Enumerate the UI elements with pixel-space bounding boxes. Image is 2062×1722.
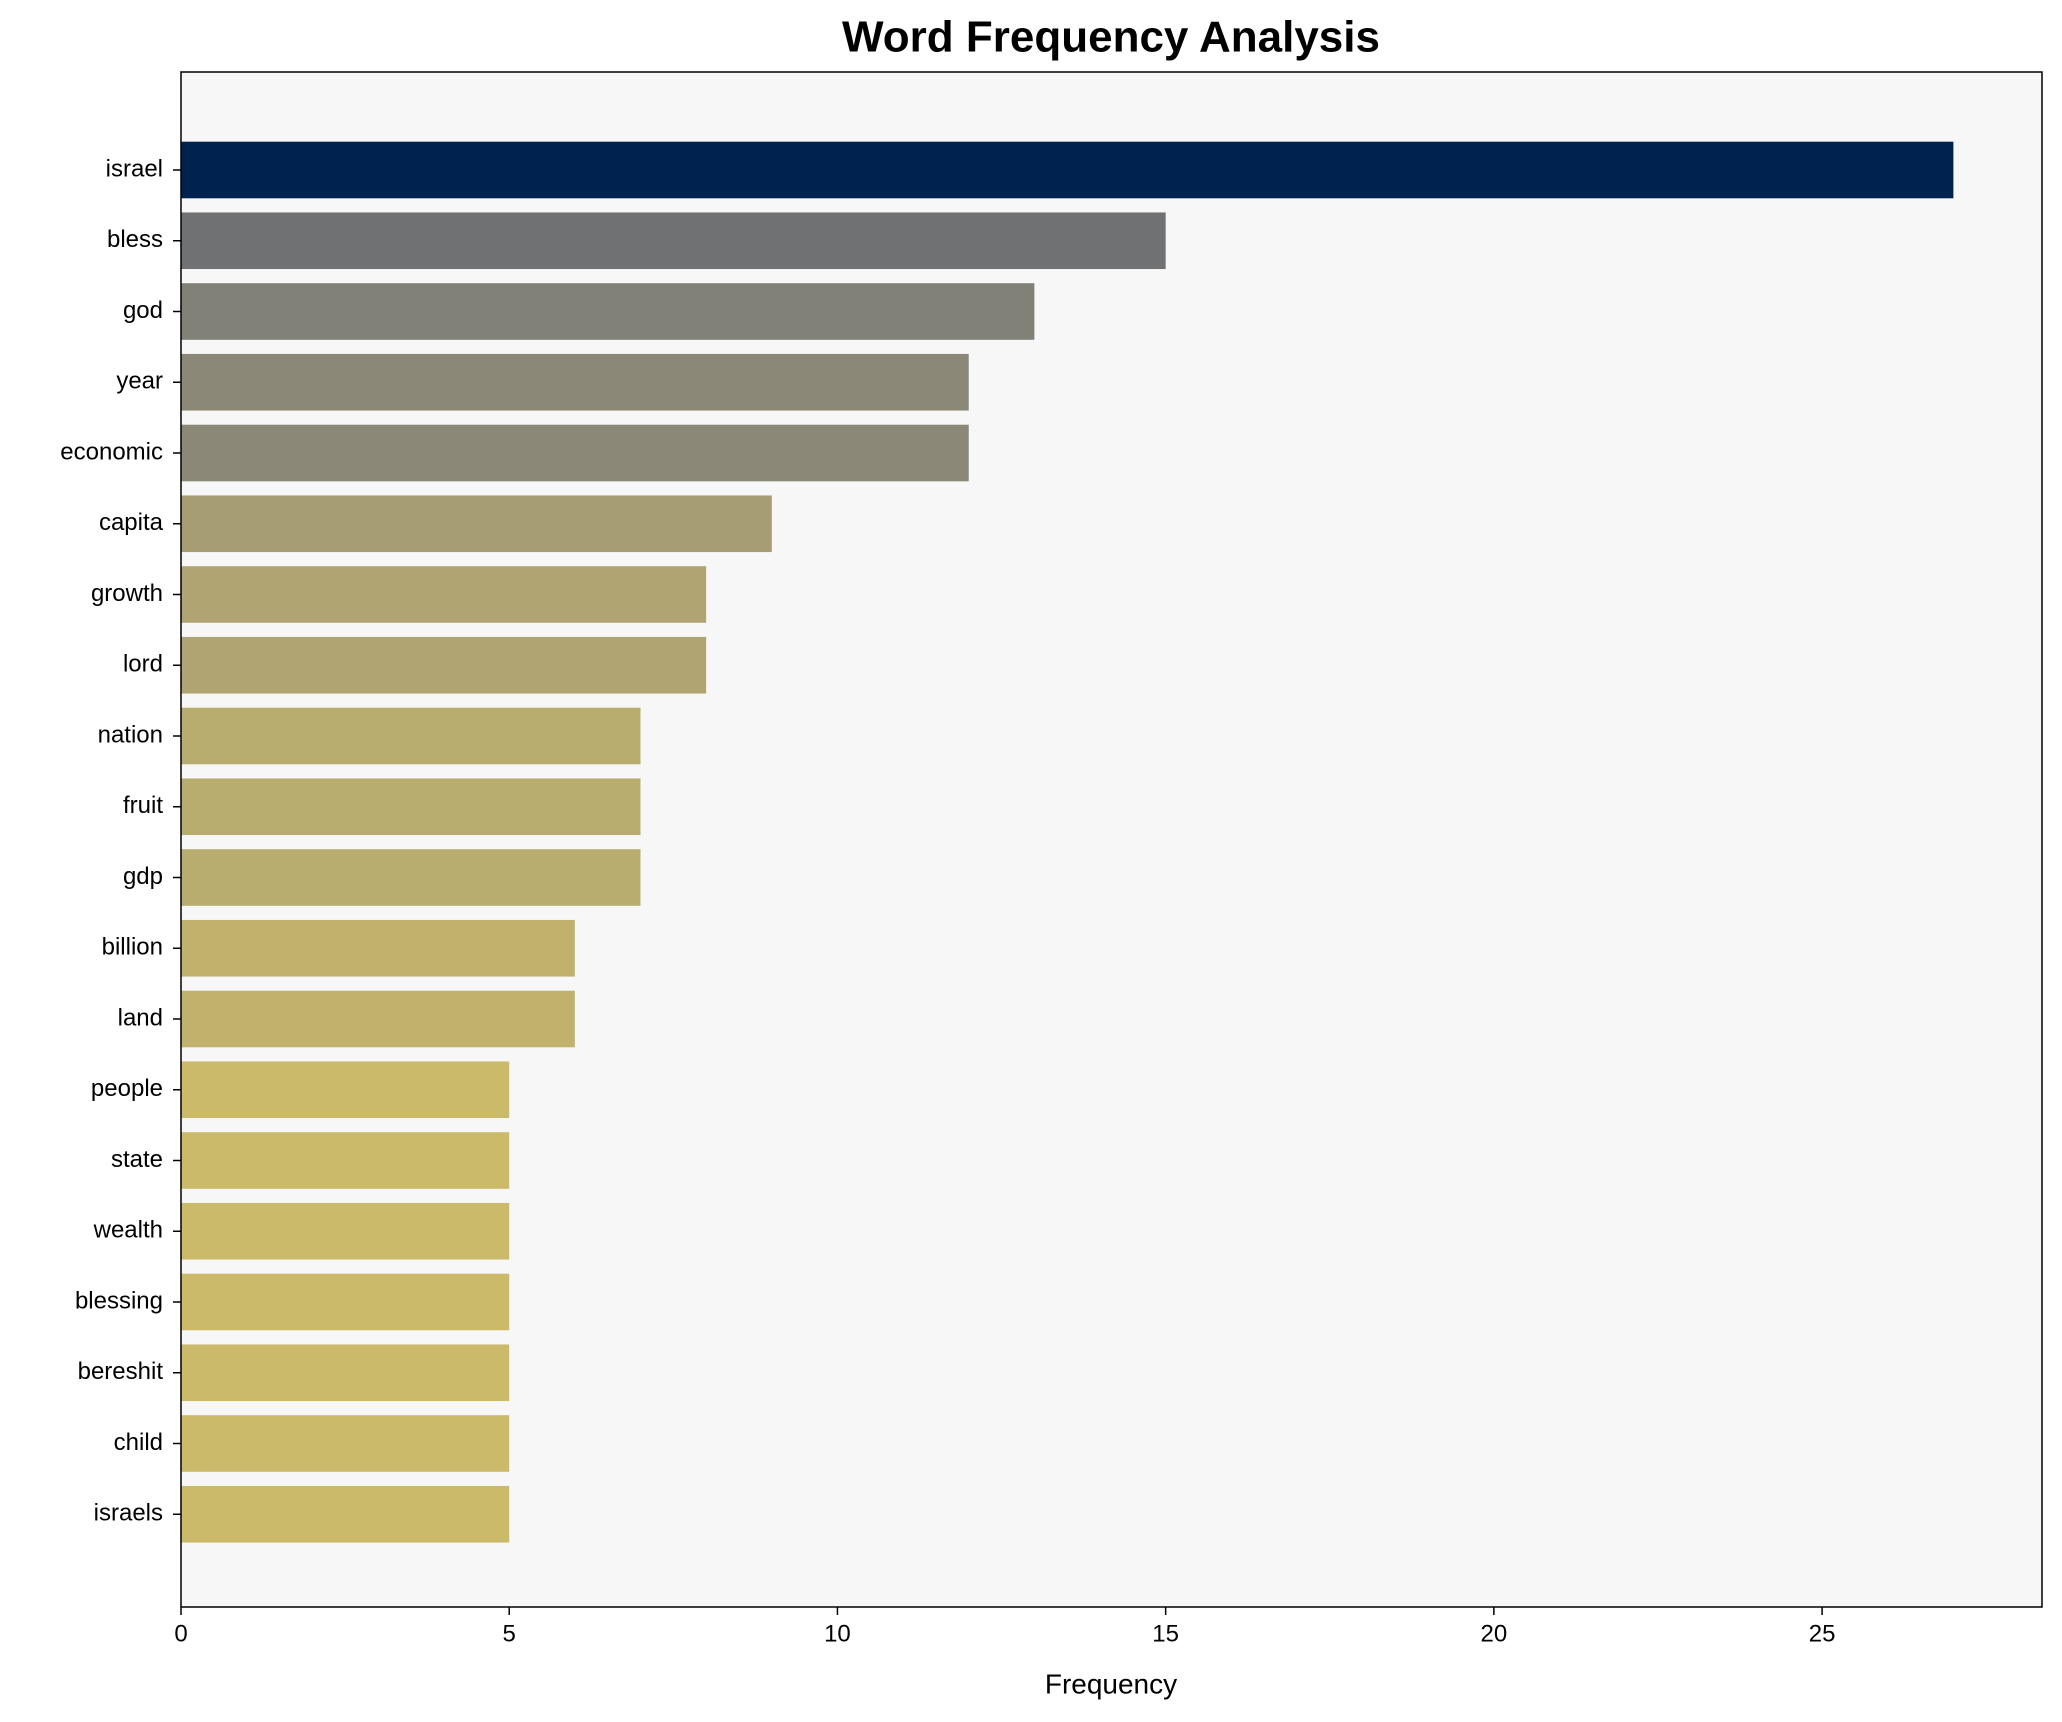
y-tick-label: israels [94,1500,163,1527]
x-tick-label: 25 [1809,1620,1836,1647]
x-axis-label: Frequency [1045,1668,1177,1699]
y-tick-label: bless [107,226,163,253]
bar [181,1132,510,1189]
bar [181,849,641,906]
y-tick-label: child [114,1429,163,1456]
x-tick-label: 15 [1152,1620,1179,1647]
y-tick-label: people [91,1075,163,1102]
bar [181,778,641,836]
y-tick-label: gdp [123,863,163,890]
y-tick-label: god [123,297,163,324]
bar [181,1061,510,1119]
y-tick-label: israel [106,155,163,182]
y-tick-label: state [111,1146,163,1173]
y-tick-label: blessing [75,1287,163,1314]
y-tick-label: nation [98,721,163,748]
bar [181,141,1954,199]
bar [181,1344,510,1402]
bar [181,990,575,1048]
x-tick-label: 0 [174,1620,187,1647]
bar [181,1202,510,1260]
x-tick-label: 20 [1481,1620,1508,1647]
y-tick-label: land [118,1004,163,1031]
bar [181,919,575,977]
y-tick-label: lord [123,651,163,678]
y-tick-label: economic [60,438,163,465]
y-tick-label: bereshit [78,1358,164,1385]
bar [181,1415,510,1472]
bar [181,212,1166,270]
bar [181,1273,510,1331]
x-tick-label: 5 [503,1620,516,1647]
y-tick-label: fruit [123,792,163,819]
y-tick-label: billion [102,934,163,961]
bar [181,495,772,553]
x-tick-label: 10 [824,1620,851,1647]
bar [181,283,1035,340]
chart-title: Word Frequency Analysis [842,13,1380,62]
bar [181,636,707,694]
bar [181,566,707,623]
y-tick-label: capita [99,509,164,536]
y-tick-label: year [116,368,163,395]
bar [181,353,969,411]
axes-frame [180,71,2043,1608]
bar [181,1485,510,1543]
bar [181,424,969,482]
y-tick-label: wealth [93,1217,163,1244]
y-tick-label: growth [91,580,163,607]
bar [181,707,641,765]
